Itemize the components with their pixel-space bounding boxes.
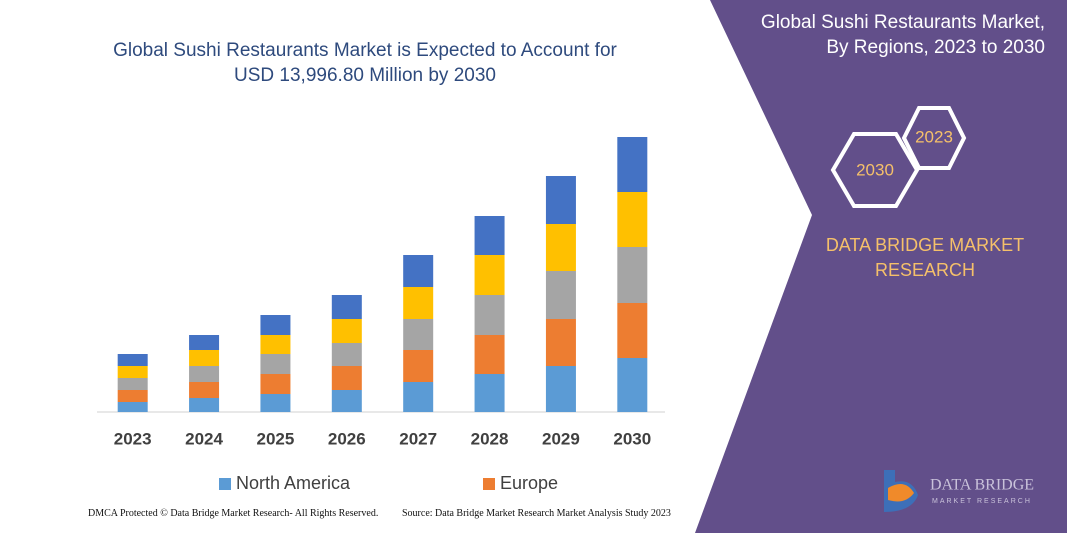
x-tick-label: 2024 <box>185 429 223 448</box>
bar-segment <box>545 319 576 366</box>
bar-segment <box>617 358 648 412</box>
bar-segment <box>331 295 362 319</box>
brand: DATA BRIDGE MARKET RESEARCH <box>825 235 1025 280</box>
bar-segment <box>117 390 148 402</box>
bar-segment <box>617 247 648 303</box>
x-tick-label: 2029 <box>542 429 580 448</box>
footer-left: DMCA Protected © Data Bridge Market Rese… <box>88 508 379 519</box>
x-tick-label: 2027 <box>399 429 437 448</box>
bar-segment <box>117 366 148 378</box>
side-title: Global Sushi Restaurants Market, By Regi… <box>760 12 1045 58</box>
bar-segment <box>545 366 576 412</box>
hexagon-label: 2023 <box>915 127 953 146</box>
bar-segment <box>117 402 148 412</box>
bar-segment <box>189 335 220 350</box>
x-tick-label: 2030 <box>613 429 651 448</box>
logo-name: DATA BRIDGE <box>930 477 1034 494</box>
bar-segment <box>403 287 434 319</box>
bar-segment <box>189 366 220 382</box>
legend-swatch <box>483 478 495 490</box>
bar-segment <box>403 255 434 287</box>
bar-segment <box>474 295 505 335</box>
bar-segment <box>474 255 505 295</box>
x-tick-label: 2023 <box>114 429 152 448</box>
bar-segment <box>403 350 434 382</box>
bar-segment <box>545 271 576 319</box>
bar-segment <box>189 350 220 366</box>
bar-segment <box>403 382 434 412</box>
bar-segment <box>260 374 291 394</box>
hexagon-label: 2030 <box>856 160 894 179</box>
hexagon <box>830 132 920 208</box>
bar-segment <box>474 216 505 255</box>
x-tick-label: 2028 <box>471 429 509 448</box>
bar-segment <box>545 176 576 224</box>
bar-segment <box>617 137 648 192</box>
bar-segment <box>331 319 362 343</box>
x-tick-label: 2025 <box>257 429 295 448</box>
bar-segment <box>617 303 648 358</box>
legend-swatch <box>219 478 231 490</box>
bar-segment <box>260 354 291 374</box>
legend-label: Europe <box>500 473 558 493</box>
bar-segment <box>117 354 148 366</box>
chart-title: Global Sushi Restaurants Market is Expec… <box>113 40 617 86</box>
footer-right: Source: Data Bridge Market Research Mark… <box>402 508 671 519</box>
bar-segment <box>260 394 291 412</box>
legend-label: North America <box>236 473 351 493</box>
bar-segment <box>474 374 505 412</box>
bar-segment <box>260 335 291 354</box>
bar-segment <box>189 398 220 412</box>
bar-segment <box>260 315 291 335</box>
hexagon <box>901 106 967 170</box>
bar-segment <box>403 319 434 350</box>
bar-segment <box>189 382 220 398</box>
bar-segment <box>617 192 648 247</box>
bar-segment <box>331 366 362 390</box>
logo-tagline: MARKET RESEARCH <box>932 498 1032 505</box>
side-panel-bg <box>695 0 1067 533</box>
bar-segment <box>331 343 362 366</box>
bar-segment <box>117 378 148 390</box>
bar-segment <box>474 335 505 374</box>
bar-segment <box>331 390 362 412</box>
bar-segment <box>545 224 576 271</box>
logo-mark <box>888 484 914 502</box>
x-tick-label: 2026 <box>328 429 366 448</box>
